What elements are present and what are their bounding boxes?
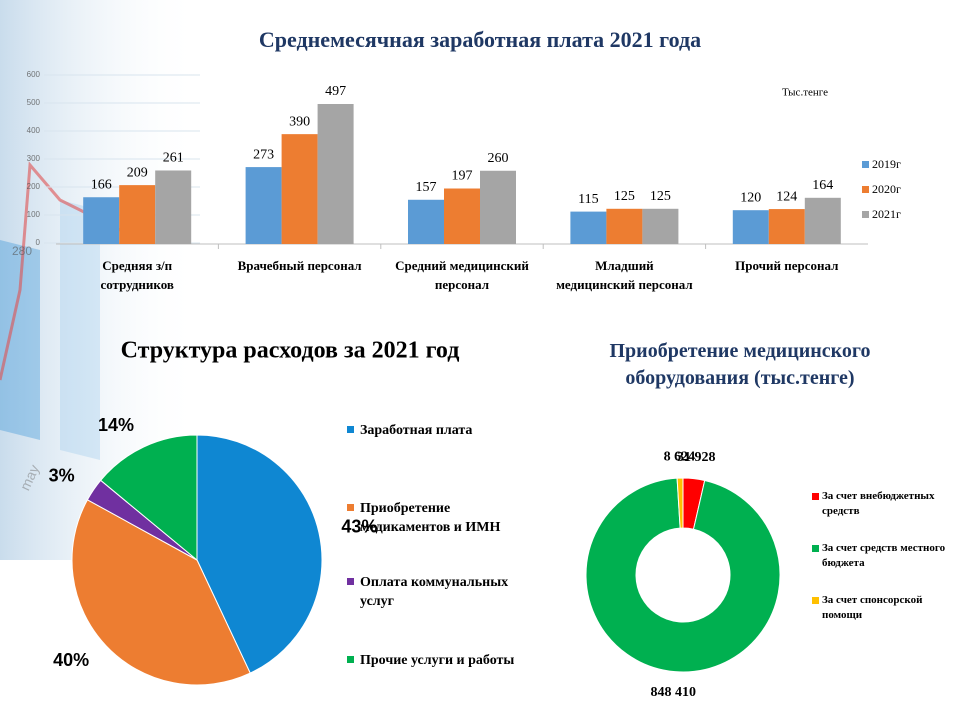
legend-label: Прочие услуги и работы <box>360 653 515 668</box>
data-label: 157 <box>416 180 437 195</box>
data-label: 115 <box>578 192 598 207</box>
bar <box>642 208 679 244</box>
bar <box>606 208 643 244</box>
chart-title: Среднемесячная заработная плата 2021 год… <box>259 27 701 52</box>
x-tick-label: Средняя з/п сотрудников <box>100 258 174 292</box>
bar <box>804 197 841 244</box>
x-tick-label: Младший медицинский персонал <box>556 258 693 292</box>
bar <box>570 211 607 244</box>
legend-swatch <box>812 493 819 500</box>
data-label: 124 <box>776 189 797 204</box>
legend-swatch <box>812 545 819 552</box>
data-label: 209 <box>127 165 148 180</box>
data-label: 497 <box>325 84 346 99</box>
background-tick-label: 300 <box>27 154 41 163</box>
data-label: 31 928 <box>677 450 716 465</box>
legend-swatch <box>347 578 354 585</box>
bar <box>444 188 480 244</box>
legend-swatch <box>862 211 869 218</box>
legend-label: 2020г <box>872 182 901 196</box>
legend-label: 2019г <box>872 157 901 171</box>
bar <box>732 210 769 244</box>
legend-label: Приобретение медикаментов и ИМН <box>360 501 501 535</box>
background-tick-label: 400 <box>27 126 41 135</box>
data-label: 390 <box>289 114 310 129</box>
data-label: 848 410 <box>651 685 697 700</box>
legend-swatch <box>347 426 354 433</box>
bar <box>408 199 444 244</box>
legend-label: За счет внебюджетных средств <box>822 490 935 517</box>
x-tick-label: Врачебный персонал <box>237 258 362 273</box>
pie-slice <box>196 434 323 674</box>
legend-swatch <box>862 186 869 193</box>
chart-title: Структура расходов за 2021 год <box>121 338 460 364</box>
data-label: 14% <box>98 415 134 435</box>
data-label: 8 624 <box>664 449 696 464</box>
data-label: 164 <box>812 178 833 193</box>
bar <box>317 104 354 244</box>
data-label: 40% <box>53 650 89 670</box>
data-label: 261 <box>163 151 184 166</box>
bar <box>480 170 516 244</box>
data-label: 43% <box>341 516 377 536</box>
data-label: 273 <box>253 147 274 162</box>
data-label: 260 <box>488 151 509 166</box>
x-tick-label: Средний медицинский персонал <box>395 258 529 292</box>
bar <box>119 185 156 244</box>
legend-swatch <box>862 161 869 168</box>
background-line <box>0 161 121 381</box>
data-label: 3% <box>49 466 75 486</box>
legend-label: Оплата коммунальных услуг <box>360 575 509 609</box>
bar <box>83 197 120 244</box>
background-tick-label: 100 <box>27 210 41 219</box>
bar <box>768 209 805 244</box>
pie-slice <box>99 434 198 562</box>
legend-label: Заработная плата <box>360 423 473 438</box>
background-bar <box>0 240 40 440</box>
donut-slice <box>676 477 684 529</box>
background-tick-label: 500 <box>27 98 41 107</box>
data-label: 120 <box>740 190 761 205</box>
legend-label: За счет спонсорской помощи <box>822 594 923 621</box>
data-label: 166 <box>91 177 112 192</box>
legend-swatch <box>347 656 354 663</box>
donut-slice <box>585 477 781 673</box>
legend-label: За счет средств местного бюджета <box>822 542 946 569</box>
bar <box>281 134 318 244</box>
data-label: 125 <box>614 189 635 204</box>
chart-title: Приобретение медицинского оборудования (… <box>609 340 871 389</box>
legend-swatch <box>347 504 354 511</box>
x-tick-label: Прочий персонал <box>735 258 839 273</box>
background-tick-label: 600 <box>27 70 41 79</box>
background-label: 280 <box>12 244 32 258</box>
unit-label: Тыс.тенге <box>782 87 828 99</box>
bar <box>155 170 192 244</box>
background-tick-label: 200 <box>27 182 41 191</box>
bar <box>245 167 282 244</box>
data-label: 197 <box>452 169 473 184</box>
pie-slice <box>71 499 251 686</box>
data-label: 125 <box>650 189 671 204</box>
background-tick-label: 0 <box>36 238 41 247</box>
background-bar <box>60 200 100 460</box>
legend-swatch <box>812 597 819 604</box>
legend-label: 2021г <box>872 207 901 221</box>
